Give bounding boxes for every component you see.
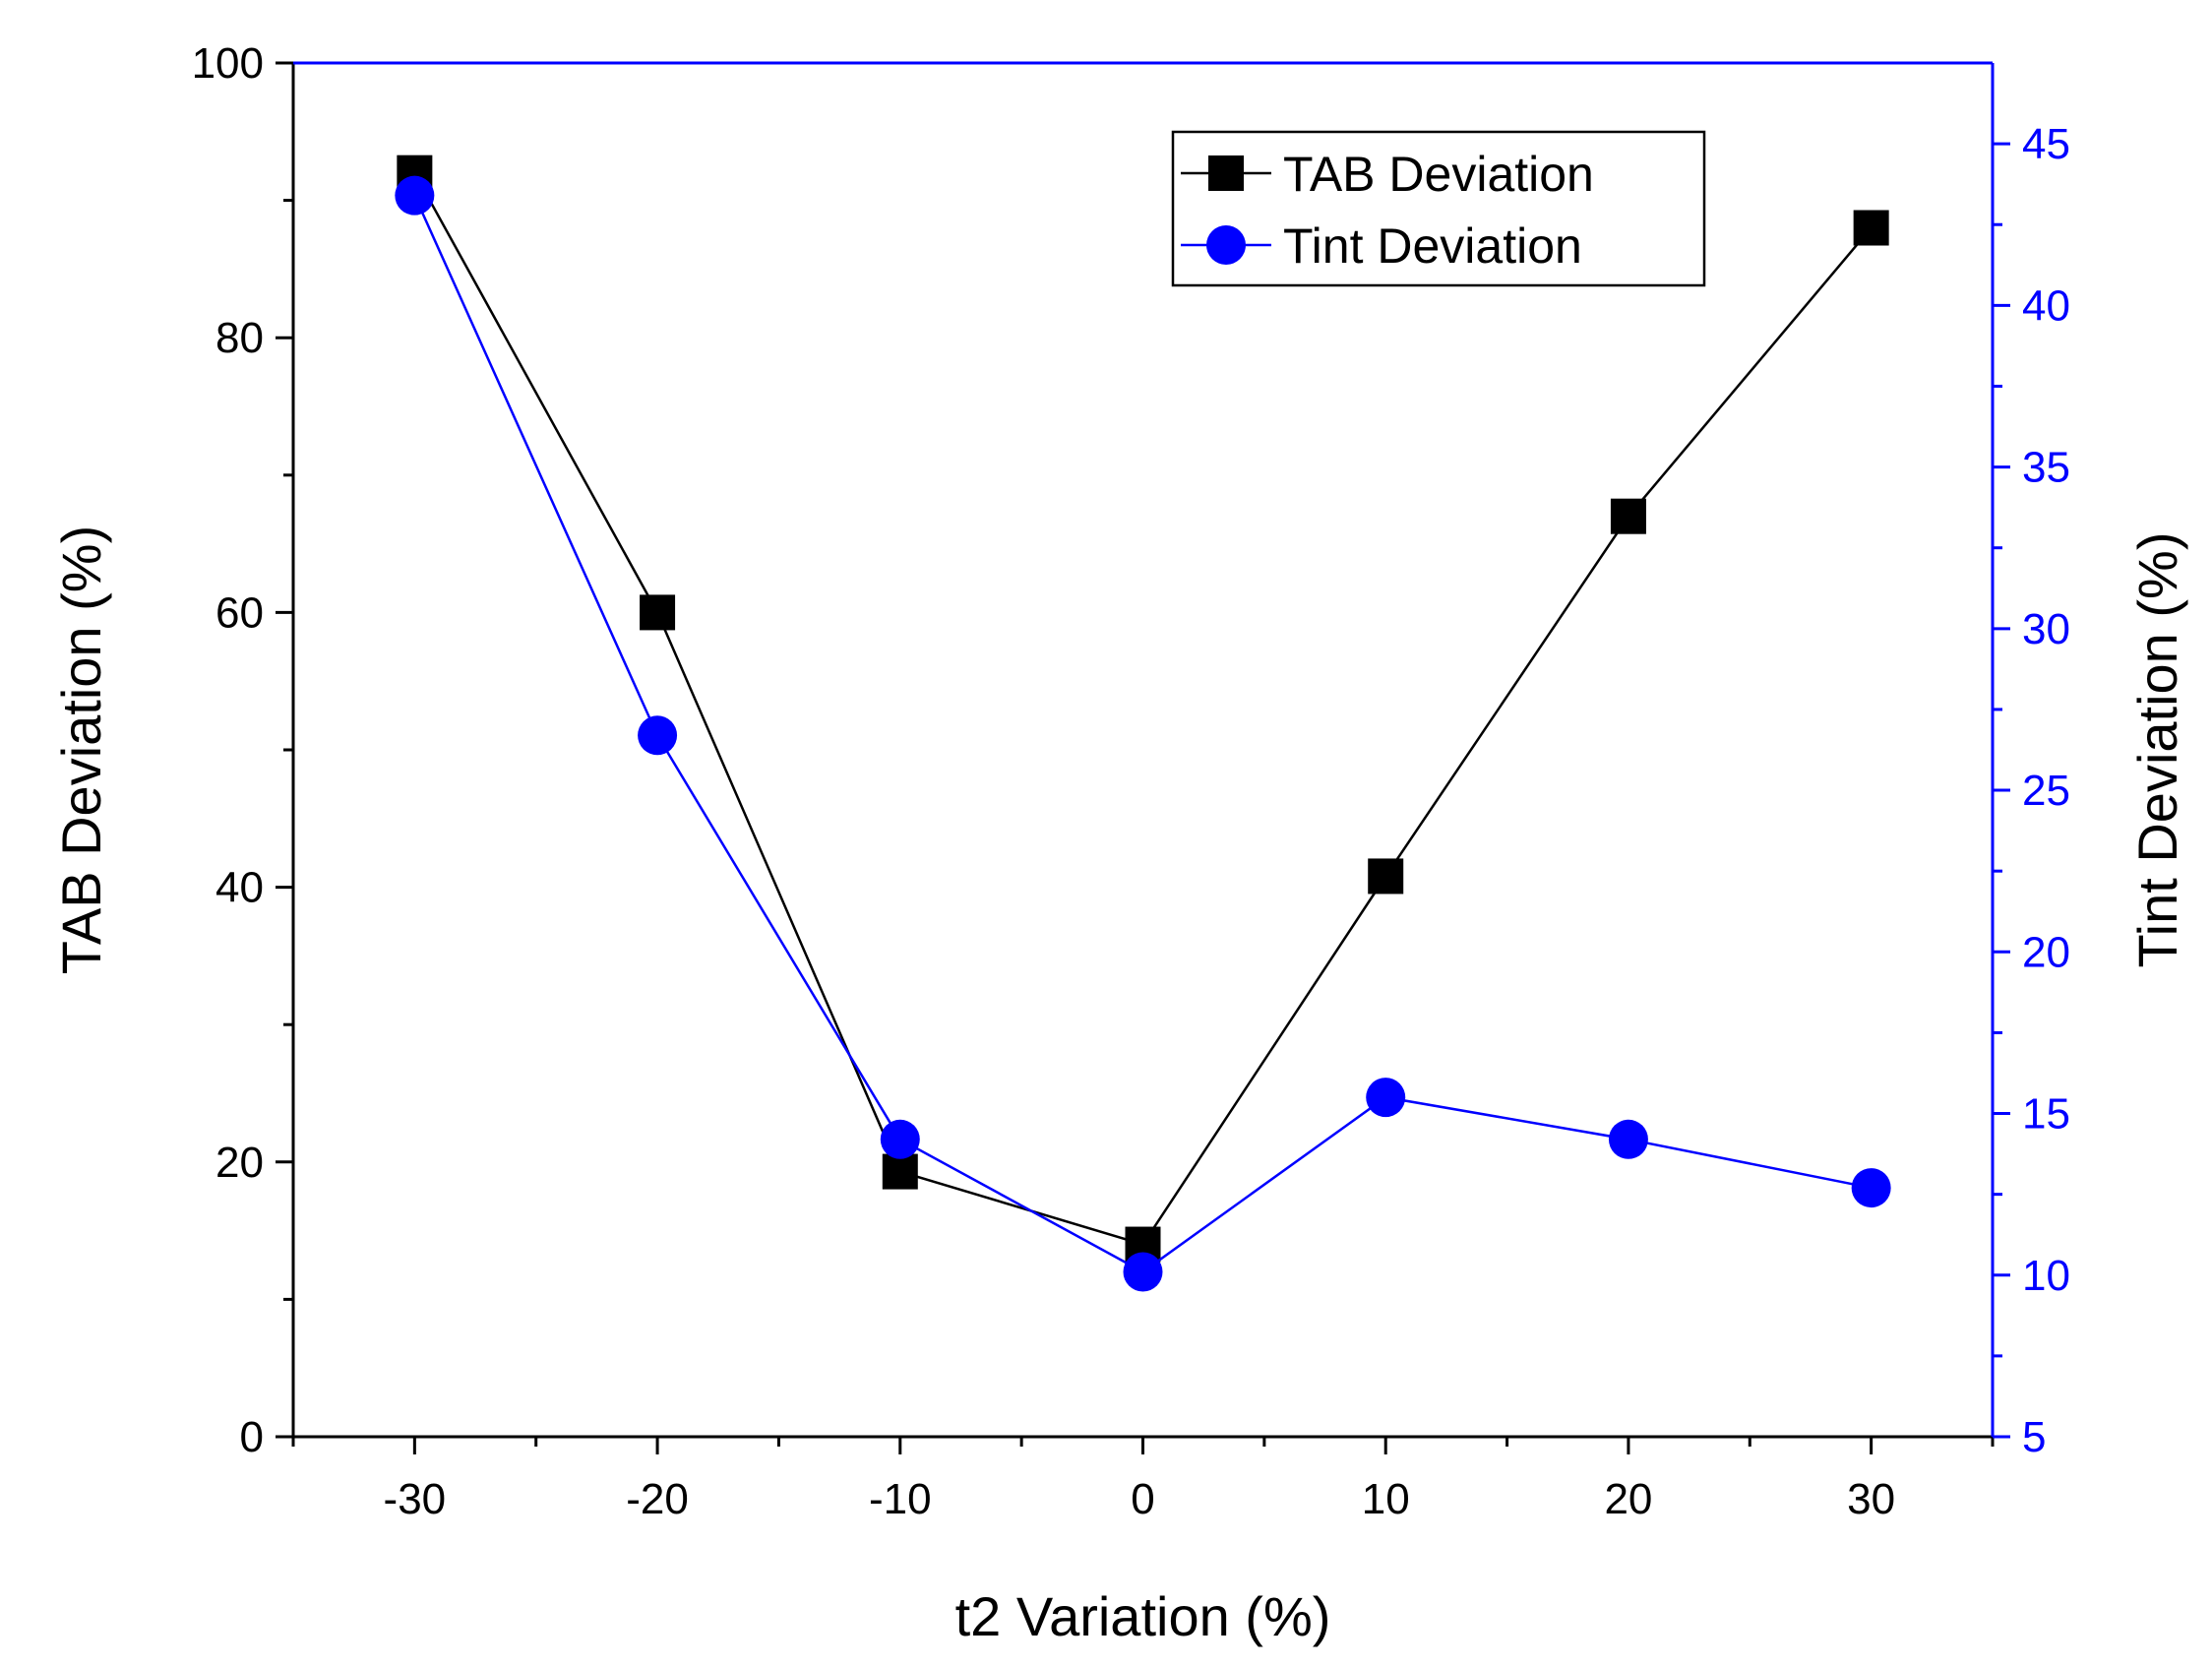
y-right-tick-label: 10 [2022, 1252, 2070, 1300]
y-right-tick-label: 30 [2022, 605, 2070, 653]
axes: -30 -20 -10 0 10 20 30 0 20 40 60 80 100 5 10 15 20 25 30 3… [50, 39, 2188, 1647]
tint-deviation-point [1608, 1119, 1648, 1159]
y-left-tick-label: 60 [215, 588, 264, 637]
tint-deviation-point [1851, 1168, 1891, 1208]
legend-box [1171, 130, 1706, 287]
tab-deviation-point [640, 594, 676, 631]
y-right-tick-label: 20 [2022, 928, 2070, 976]
tab-deviation-point [1368, 858, 1404, 895]
y-right-tick-label: 15 [2022, 1090, 2070, 1139]
series-layer [395, 154, 1891, 1292]
x-axis-title: t2 Variation (%) [955, 1585, 1331, 1647]
tint-deviation-point [880, 1119, 920, 1159]
tint-deviation-point [1366, 1078, 1406, 1118]
legend-label-tint-deviation: Tint Deviation [1283, 218, 1582, 274]
legend: TAB Deviation Tint Deviation [1171, 130, 1706, 287]
tab-deviation-point [882, 1153, 918, 1190]
tint-deviation-point [1123, 1252, 1163, 1292]
x-tick-label: -30 [384, 1475, 447, 1523]
tab-deviation-point [1853, 210, 1889, 246]
y-left-tick-label: 40 [215, 864, 264, 912]
y-right-tick-label: 25 [2022, 767, 2070, 815]
y-right-tick-label: 40 [2022, 281, 2070, 330]
x-tick-label: 30 [1847, 1475, 1895, 1523]
x-tick-label: 0 [1131, 1475, 1154, 1523]
x-tick-label: -20 [626, 1475, 689, 1523]
y-left-tick-label: 0 [240, 1413, 264, 1461]
tab-deviation-point [1610, 498, 1646, 534]
tint-deviation-point [395, 175, 435, 216]
x-tick-label: 20 [1604, 1475, 1652, 1523]
tint-deviation-line [413, 195, 1872, 1273]
x-tick-label: 10 [1362, 1475, 1410, 1523]
y-left-tick-label: 100 [192, 39, 264, 88]
y-left-axis-title: TAB Deviation (%) [50, 525, 112, 974]
y-right-tick-label: 45 [2022, 120, 2070, 168]
y-left-tick-label: 80 [215, 314, 264, 362]
y-right-axis-title: Tint Deviation (%) [2126, 532, 2188, 968]
tint-deviation-point [638, 715, 678, 756]
x-tick-label: -10 [869, 1475, 932, 1523]
tab-deviation-line [413, 172, 1873, 1247]
y-right-tick-label: 5 [2022, 1413, 2046, 1461]
legend-marker-tab-deviation [1208, 155, 1244, 191]
y-right-tick-label: 35 [2022, 444, 2070, 492]
legend-marker-tint-deviation [1206, 225, 1246, 265]
legend-label-tab-deviation: TAB Deviation [1283, 147, 1594, 202]
y-left-tick-label: 20 [215, 1139, 264, 1187]
